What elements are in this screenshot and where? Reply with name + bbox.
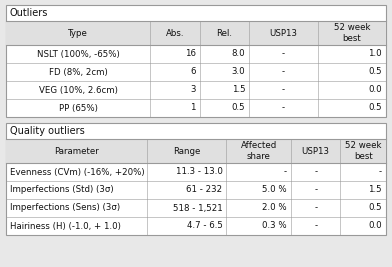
Text: -: - [379,167,382,176]
Text: 1.5: 1.5 [232,85,245,95]
Text: 11.3 - 13.0: 11.3 - 13.0 [176,167,222,176]
Text: Hairiness (H) (-1.0, + 1.0): Hairiness (H) (-1.0, + 1.0) [10,222,121,230]
Text: Range: Range [173,147,200,155]
Text: Rel.: Rel. [216,29,232,37]
Text: 6: 6 [190,68,196,77]
Bar [6,123,386,235]
Bar [6,5,386,117]
Text: -: - [282,68,285,77]
Text: USP13: USP13 [269,29,298,37]
Text: USP13: USP13 [302,147,330,155]
Text: -: - [282,85,285,95]
Text: Quality outliers: Quality outliers [10,126,85,136]
Text: 0.0: 0.0 [368,85,382,95]
Text: Parameter: Parameter [54,147,99,155]
Text: 1: 1 [190,104,196,112]
Text: 0.5: 0.5 [368,68,382,77]
Bar [6,21,386,45]
Text: 52 week
best: 52 week best [334,23,370,43]
Text: FD (8%, 2cm): FD (8%, 2cm) [49,68,107,77]
Text: Evenness (CVm) (-16%, +20%): Evenness (CVm) (-16%, +20%) [10,167,145,176]
Text: -: - [314,222,317,230]
Text: -: - [314,167,317,176]
Text: 0.5: 0.5 [232,104,245,112]
Text: Imperfections (Sens) (3σ): Imperfections (Sens) (3σ) [10,203,120,213]
Text: Abs.: Abs. [166,29,184,37]
Text: -: - [282,49,285,58]
Text: Outliers: Outliers [10,8,48,18]
Text: 1.0: 1.0 [368,49,382,58]
Text: 0.3 %: 0.3 % [262,222,287,230]
Text: 1.5: 1.5 [368,186,382,194]
Text: 8.0: 8.0 [232,49,245,58]
Text: Type: Type [68,29,88,37]
Text: VEG (10%, 2.6cm): VEG (10%, 2.6cm) [39,85,118,95]
Text: -: - [314,203,317,213]
Text: NSLT (100%, -65%): NSLT (100%, -65%) [37,49,120,58]
Text: 0.0: 0.0 [368,222,382,230]
Text: Imperfections (Std) (3σ): Imperfections (Std) (3σ) [10,186,114,194]
Text: 4.7 - 6.5: 4.7 - 6.5 [187,222,222,230]
Text: 2.0 %: 2.0 % [262,203,287,213]
Text: 0.5: 0.5 [368,104,382,112]
Text: 0.5: 0.5 [368,203,382,213]
Bar [6,139,386,163]
Text: -: - [282,104,285,112]
Text: 518 - 1,521: 518 - 1,521 [172,203,222,213]
Text: -: - [314,186,317,194]
Text: 52 week
best: 52 week best [345,141,381,161]
Text: 3.0: 3.0 [232,68,245,77]
Text: -: - [284,167,287,176]
Text: 5.0 %: 5.0 % [262,186,287,194]
Text: 16: 16 [185,49,196,58]
Text: Affected
share: Affected share [241,141,277,161]
Text: 3: 3 [190,85,196,95]
Text: 61 - 232: 61 - 232 [186,186,222,194]
Text: PP (65%): PP (65%) [59,104,98,112]
